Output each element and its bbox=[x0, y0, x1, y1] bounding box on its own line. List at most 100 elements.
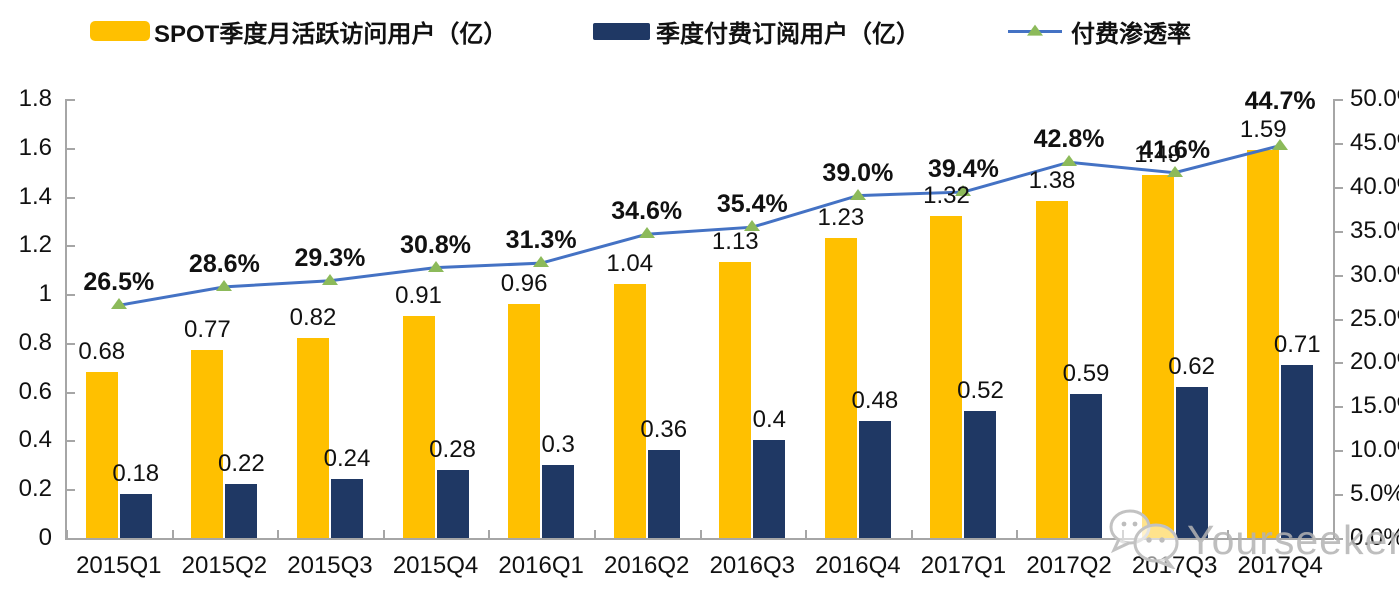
y-axis-tick bbox=[66, 342, 75, 345]
mau-bar-label: 1.13 bbox=[711, 228, 759, 256]
y2-axis-tick-label: 35.0% bbox=[1350, 216, 1399, 244]
penetration-point-label: 41.6% bbox=[1139, 135, 1211, 164]
x-axis-tick bbox=[382, 530, 385, 539]
mau-bar bbox=[613, 284, 646, 538]
x-axis-tick bbox=[699, 530, 702, 539]
mau-bar-label: 0.77 bbox=[184, 316, 231, 344]
subscribers-bar bbox=[858, 420, 891, 538]
x-axis-tick-label: 2015Q2 bbox=[181, 552, 268, 579]
y2-axis-tick-label: 45.0% bbox=[1350, 128, 1399, 156]
mau-bar-label: 1.59 bbox=[1239, 116, 1287, 144]
y-axis-tick bbox=[66, 538, 75, 540]
x-axis-tick-label: 2016Q3 bbox=[709, 552, 795, 579]
x-axis-line bbox=[65, 538, 1334, 540]
x-axis-tick bbox=[1016, 530, 1019, 539]
x-axis-tick bbox=[66, 530, 68, 539]
y-axis-tick bbox=[66, 391, 75, 394]
subscribers-bar bbox=[964, 411, 997, 538]
subscribers-bar-label: 0.28 bbox=[429, 435, 476, 463]
y-axis-tick-label: 1 bbox=[38, 280, 52, 308]
mau-bar bbox=[1247, 150, 1280, 538]
mau-bar-label: 0.82 bbox=[289, 304, 337, 331]
subscribers-bar bbox=[647, 450, 680, 538]
y2-axis-tick bbox=[1335, 230, 1343, 233]
x-axis-tick-label: 2015Q3 bbox=[287, 552, 373, 579]
subscribers-bar-label: 0.52 bbox=[957, 377, 1004, 405]
legend-item-penetration: 付费渗透率 bbox=[1008, 14, 1191, 48]
penetration-marker-icon bbox=[427, 260, 444, 272]
penetration-point-label: 39.0% bbox=[822, 158, 894, 187]
mau-bar-label: 0.68 bbox=[78, 338, 126, 366]
penetration-line-swatch-icon bbox=[1008, 24, 1062, 36]
penetration-point-label: 44.7% bbox=[1244, 86, 1316, 115]
mau-bar-label: 1.04 bbox=[606, 250, 654, 278]
penetration-point-label: 42.8% bbox=[1033, 125, 1105, 154]
mau-bar-label: 0.96 bbox=[500, 269, 548, 297]
penetration-marker-icon bbox=[533, 256, 550, 268]
y-axis-tick bbox=[66, 489, 75, 492]
penetration-point-label: 26.5% bbox=[83, 268, 155, 297]
mau-bar-label: 1.23 bbox=[817, 204, 865, 232]
y2-axis-tick-label: 0.0% bbox=[1350, 524, 1399, 551]
y2-axis-tick bbox=[1335, 99, 1343, 101]
mau-bar bbox=[508, 303, 541, 538]
y-axis-tick-label: 1.6 bbox=[18, 133, 52, 161]
subscribers-bar bbox=[225, 484, 258, 538]
y-axis-tick bbox=[66, 99, 75, 101]
mau-bar bbox=[719, 262, 752, 538]
subscribers-bar bbox=[436, 469, 469, 538]
y-axis-tick-label: 1.4 bbox=[18, 182, 52, 210]
subscribers-bar-label: 0.36 bbox=[640, 416, 688, 444]
x-axis-tick-label: 2016Q1 bbox=[498, 552, 584, 579]
penetration-marker-icon bbox=[1061, 155, 1078, 167]
legend-label-subscribers: 季度付费订阅用户（亿） bbox=[656, 20, 920, 48]
mau-bar bbox=[824, 238, 857, 538]
penetration-point-label: 29.3% bbox=[294, 243, 366, 272]
y-axis-tick-label: 0 bbox=[38, 524, 52, 551]
penetration-marker-icon bbox=[1272, 138, 1289, 150]
y2-axis-tick bbox=[1335, 406, 1343, 409]
y2-axis-tick bbox=[1335, 142, 1343, 145]
penetration-point-label: 31.3% bbox=[505, 226, 577, 255]
subscribers-bar-label: 0.24 bbox=[323, 445, 371, 473]
mau-bar bbox=[296, 338, 329, 538]
penetration-marker-icon bbox=[216, 279, 233, 291]
y-axis-tick-label: 0.4 bbox=[18, 426, 52, 454]
x-axis-tick-label: 2017Q3 bbox=[1131, 552, 1218, 579]
y-axis-tick bbox=[66, 196, 75, 199]
y2-axis-tick-label: 5.0% bbox=[1350, 480, 1399, 508]
legend-item-mau: SPOT季度月活跃访问用户（亿） bbox=[90, 14, 507, 48]
subscribers-bar bbox=[330, 479, 363, 538]
y2-axis-tick-label: 15.0% bbox=[1350, 392, 1399, 420]
x-axis-tick-label: 2017Q1 bbox=[920, 552, 1007, 579]
subscribers-bar bbox=[542, 464, 575, 538]
subscribers-bar-label: 0.18 bbox=[112, 460, 160, 488]
mau-bar bbox=[191, 350, 224, 538]
legend-label-mau: SPOT季度月活跃访问用户（亿） bbox=[154, 20, 508, 48]
subscribers-bar-label: 0.59 bbox=[1062, 360, 1110, 388]
subscribers-bar-label: 0.62 bbox=[1168, 352, 1215, 380]
subscribers-bar-label: 0.48 bbox=[851, 386, 899, 414]
subscribers-bar-swatch-icon bbox=[593, 22, 650, 40]
subscribers-bar-label: 0.4 bbox=[752, 406, 786, 434]
x-axis-tick bbox=[488, 530, 491, 539]
x-axis-tick bbox=[1227, 530, 1230, 539]
x-axis-tick-label: 2016Q4 bbox=[815, 552, 901, 579]
y-axis-tick bbox=[66, 294, 75, 297]
penetration-point-label: 34.6% bbox=[611, 197, 683, 226]
x-axis-tick bbox=[910, 530, 913, 539]
y2-axis-tick bbox=[1335, 494, 1343, 497]
y-axis-tick-label: 1.8 bbox=[18, 85, 52, 112]
y2-axis-tick-label: 30.0% bbox=[1350, 260, 1399, 288]
y2-axis-tick bbox=[1335, 450, 1343, 453]
penetration-marker-icon bbox=[955, 185, 972, 197]
x-axis-tick-label: 2017Q2 bbox=[1026, 552, 1112, 579]
legend-label-penetration: 付费渗透率 bbox=[1071, 20, 1191, 48]
subscribers-bar bbox=[1281, 364, 1314, 538]
y2-axis-line bbox=[1333, 99, 1335, 539]
penetration-line bbox=[118, 144, 1281, 307]
y-axis-tick-label: 0.2 bbox=[18, 475, 52, 503]
y-axis-tick bbox=[66, 440, 75, 443]
y2-axis-tick-label: 50.0% bbox=[1350, 85, 1399, 112]
penetration-point-label: 39.4% bbox=[928, 155, 999, 184]
